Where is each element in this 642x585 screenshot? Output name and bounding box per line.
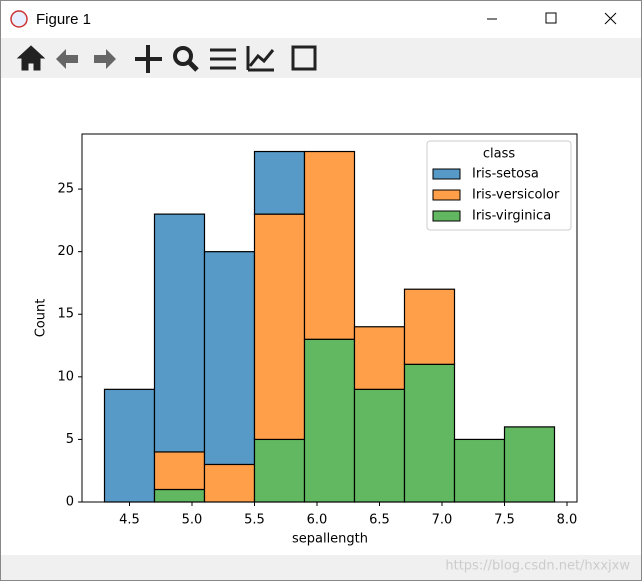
- x-tick-label: 8.0: [557, 513, 578, 528]
- legend-title: class: [483, 147, 515, 162]
- legend-label: Iris-virginica: [472, 209, 551, 224]
- histogram-bar: [153, 488, 206, 503]
- forward-button[interactable]: [94, 49, 116, 69]
- y-tick-label: 15: [57, 307, 74, 322]
- configure-button[interactable]: [210, 48, 236, 70]
- edit-axis-button[interactable]: [246, 46, 275, 72]
- histogram-bar: [153, 451, 206, 491]
- watermark: https://blog.csdn.net/hxxjxw: [445, 559, 630, 574]
- axes-frame: [81, 133, 578, 503]
- x-tick-label: 7.0: [432, 513, 453, 528]
- x-tick-label: 5.5: [244, 513, 265, 528]
- x-axis-label: sepallength: [292, 532, 368, 547]
- zoom-button[interactable]: [173, 46, 199, 72]
- legend-box: [426, 140, 572, 231]
- y-tick-label: 0: [66, 495, 74, 510]
- histogram-bar: [253, 438, 306, 503]
- maximize-button[interactable]: [545, 12, 557, 24]
- histogram-bar: [253, 150, 306, 215]
- histogram-bar: [253, 213, 306, 441]
- y-tick-label: 10: [57, 369, 74, 384]
- histogram-bar: [303, 338, 356, 503]
- histogram-bar: [353, 326, 406, 390]
- x-tick-label: 4.5: [119, 513, 140, 528]
- plot-area: 0 5 10 15 20 25 4.5 5.0 5.5 6.0 6.5 7.0 7.5 8.0 class I…: [57, 133, 578, 528]
- x-tick-label: 6.0: [307, 513, 328, 528]
- home-button[interactable]: [16, 45, 46, 71]
- save-button[interactable]: [291, 45, 317, 71]
- histogram-bar: [203, 251, 256, 466]
- legend-swatch: [432, 189, 461, 201]
- window-title: Figure 1: [36, 11, 91, 28]
- histogram-bar: [403, 363, 456, 503]
- status-bar: [1, 555, 641, 580]
- y-axis-label: Count: [34, 299, 49, 338]
- y-tick-label: 20: [57, 244, 74, 259]
- legend-swatch: [432, 168, 461, 180]
- back-button[interactable]: [56, 49, 78, 69]
- histogram-bar: [303, 150, 356, 340]
- x-tick-label: 5.0: [182, 513, 203, 528]
- y-tick-label: 25: [57, 182, 74, 197]
- legend-swatch: [432, 210, 461, 222]
- histogram-bar: [203, 463, 256, 503]
- x-tick-label: 7.5: [494, 513, 515, 528]
- histogram-bar: [153, 213, 206, 453]
- histogram-bar: [103, 388, 156, 503]
- y-tick-label: 5: [66, 432, 74, 447]
- histogram-bar: [353, 388, 406, 503]
- histogram-bar: [403, 288, 456, 365]
- histogram-bar: [503, 426, 556, 503]
- x-tick-label: 6.5: [369, 513, 390, 528]
- app-icon: [10, 10, 28, 28]
- legend-label: Iris-setosa: [472, 167, 539, 182]
- pan-button[interactable]: [135, 45, 162, 73]
- legend-label: Iris-versicolor: [472, 188, 560, 203]
- histogram-bar: [453, 438, 506, 503]
- close-button[interactable]: [604, 12, 617, 25]
